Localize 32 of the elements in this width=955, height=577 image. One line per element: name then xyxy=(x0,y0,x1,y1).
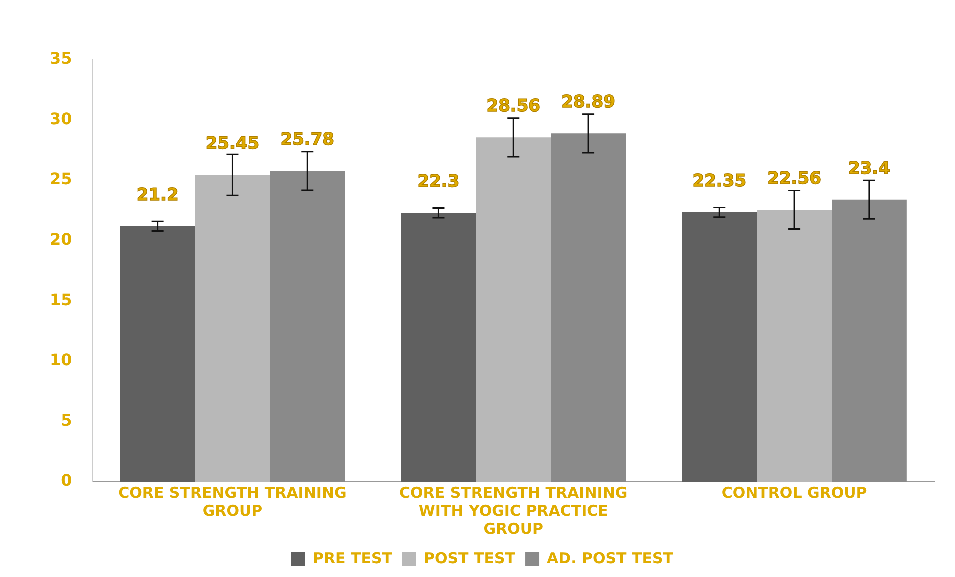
legend-label: AD. POST TEST xyxy=(547,549,674,568)
x-tick-label: CORE STRENGTH TRAINING GROUP xyxy=(118,484,347,520)
data-label: 25.45 xyxy=(206,134,260,154)
legend-label: PRE TEST xyxy=(312,549,394,568)
data-label: 22.35 xyxy=(692,171,747,192)
bar xyxy=(551,134,626,482)
y-tick-label: 30 xyxy=(50,109,72,128)
y-tick-label: 10 xyxy=(50,350,72,370)
data-label: 22.3 xyxy=(418,172,460,192)
data-label: 28.56 xyxy=(486,96,541,117)
y-tick-label: 25 xyxy=(50,170,72,189)
data-label: 21.2 xyxy=(136,185,179,206)
legend-label: POST TEST xyxy=(424,549,516,568)
bar xyxy=(757,210,832,482)
bar xyxy=(270,171,346,482)
data-label: 23.4 xyxy=(848,158,891,179)
bar xyxy=(401,213,476,482)
x-tick-label: CORE STRENGTH TRAINING WITH YOGIC PRACTICE GROUP xyxy=(400,484,628,538)
bar xyxy=(832,200,907,482)
bar xyxy=(682,212,758,482)
data-label: 22.56 xyxy=(768,168,822,189)
bar xyxy=(195,175,270,482)
y-tick-label: 15 xyxy=(50,290,72,310)
y-tick-label: 5 xyxy=(61,410,72,430)
bar xyxy=(120,226,196,482)
data-label: 28.89 xyxy=(562,92,616,113)
y-tick-label: 20 xyxy=(50,230,72,250)
data-label: 25.78 xyxy=(280,130,335,150)
y-tick-label: 0 xyxy=(61,471,72,490)
x-tick-label: CONTROL GROUP xyxy=(722,484,868,502)
bar xyxy=(476,138,552,482)
y-tick-label: 35 xyxy=(50,49,72,68)
